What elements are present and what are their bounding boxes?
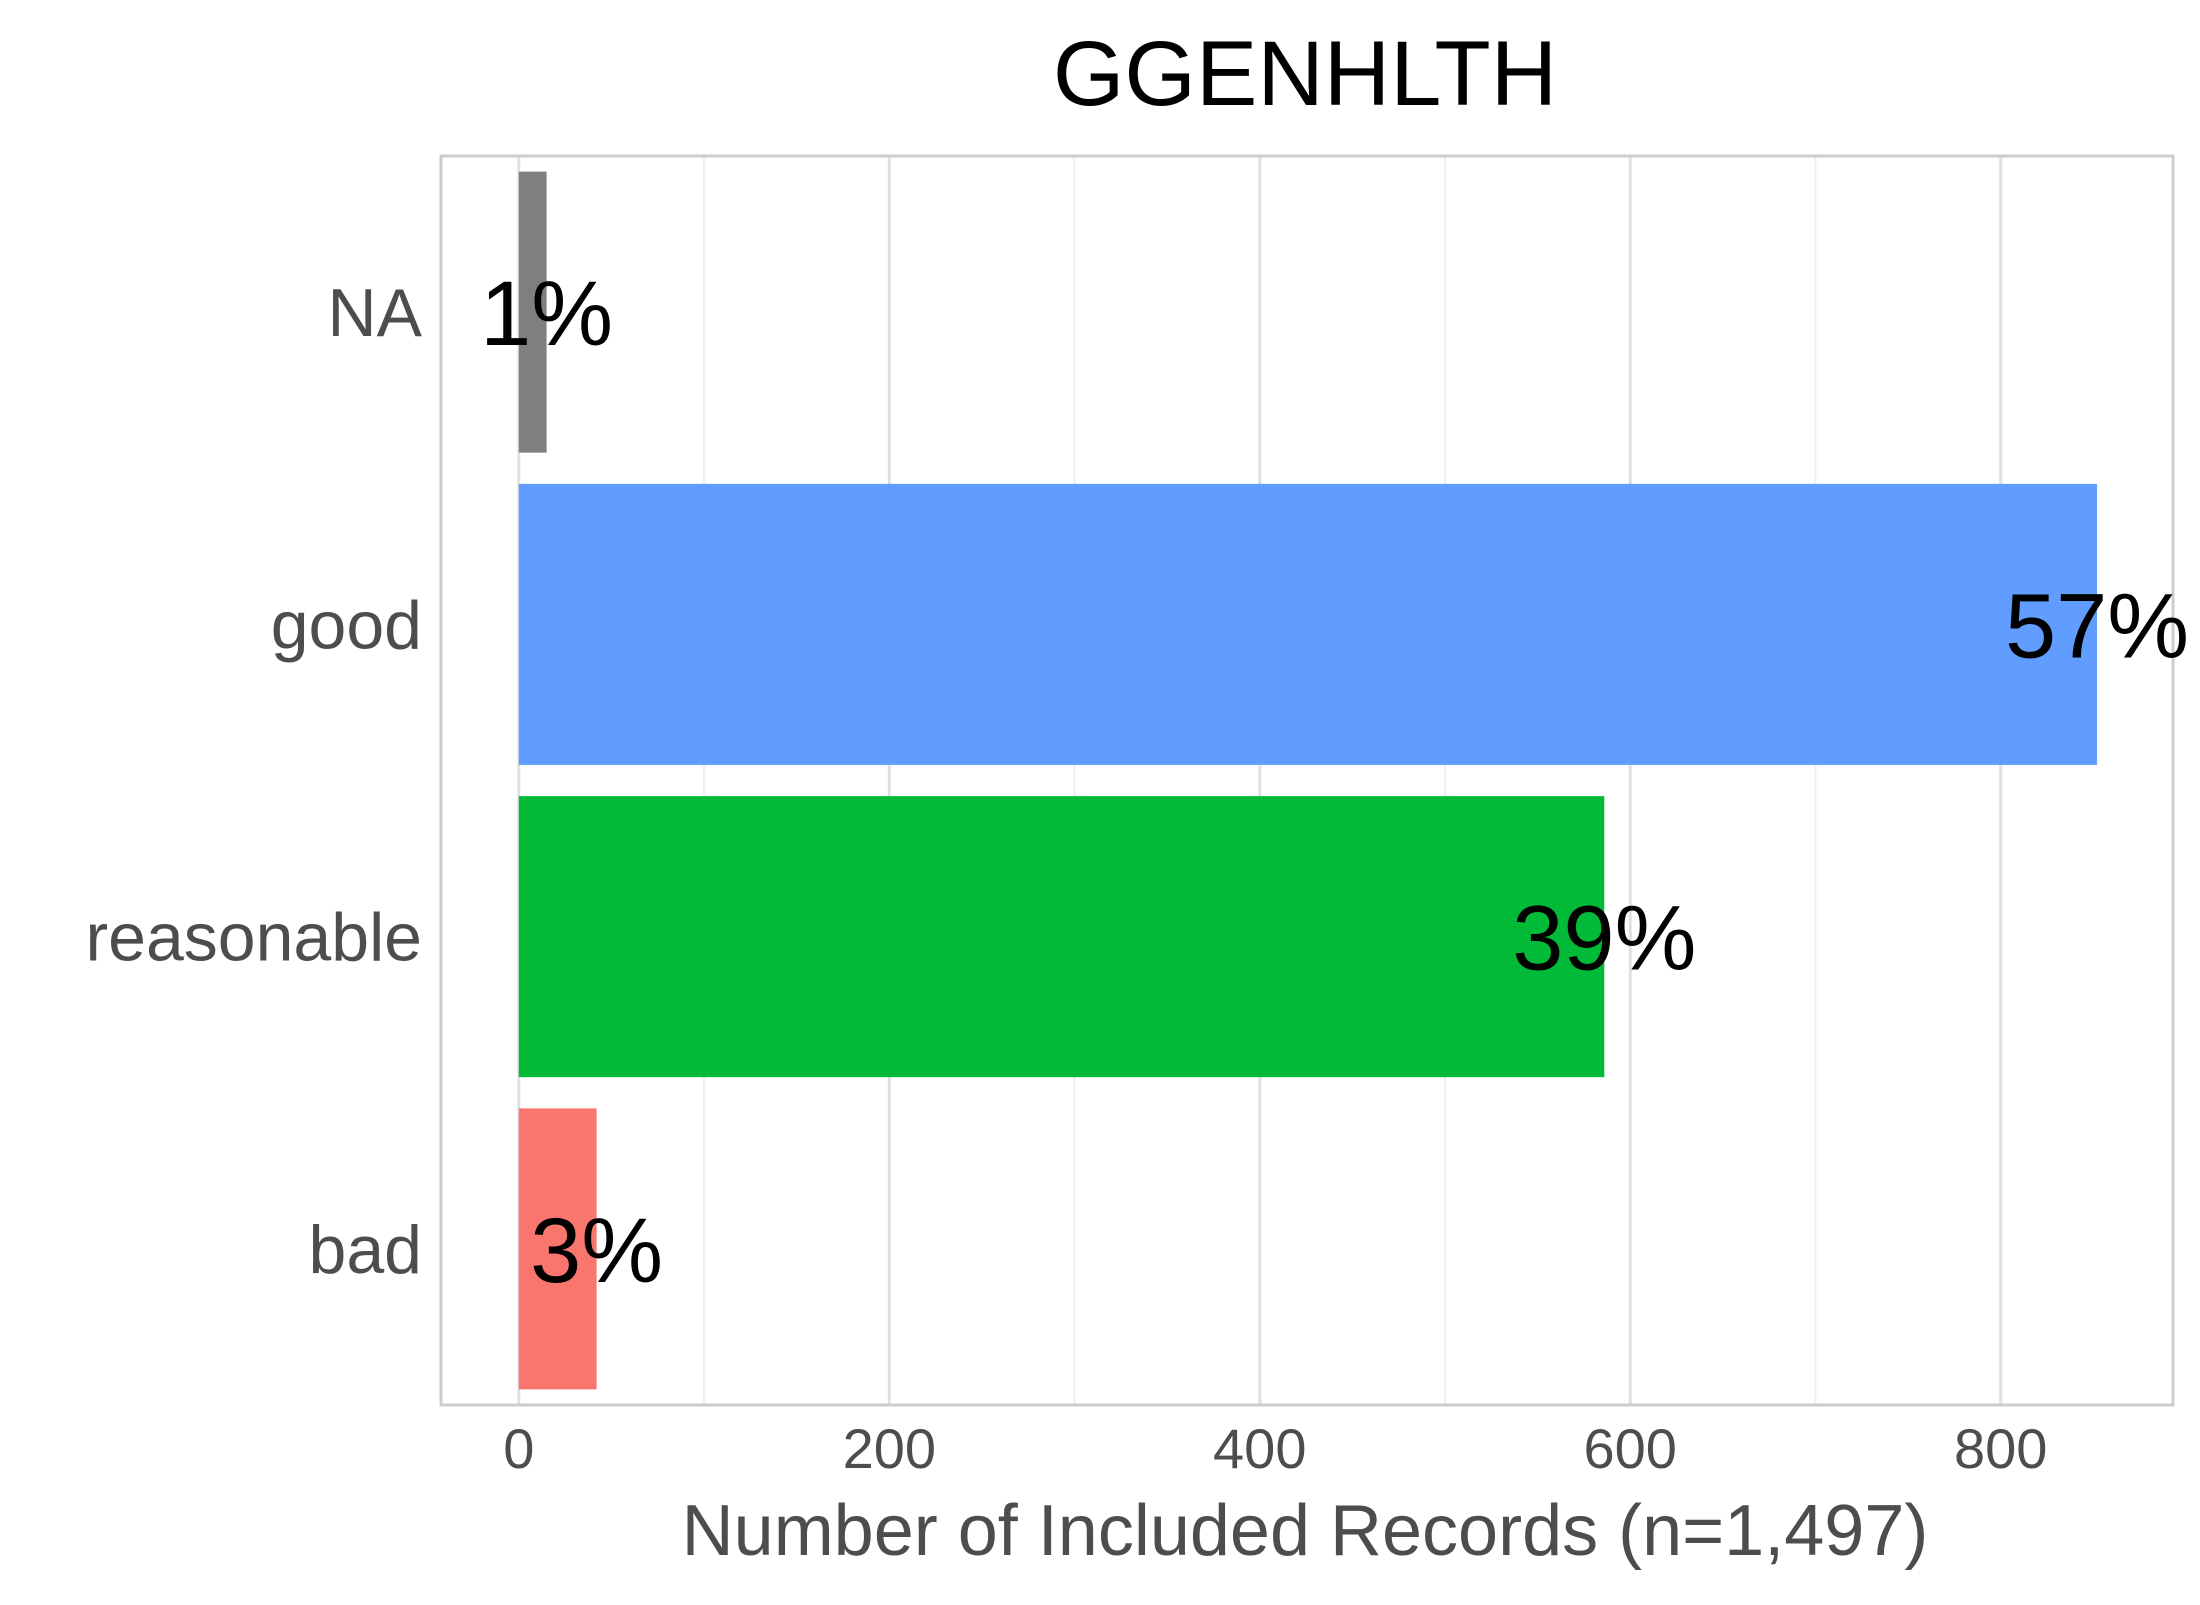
category-label-na: NA — [328, 275, 423, 351]
data-label-bad: 3% — [530, 1200, 663, 1302]
data-labels: 1% 57% 39% 3% — [480, 263, 2189, 1302]
chart-title: GGENHLTH — [1053, 23, 1557, 125]
bars — [518, 171, 2098, 1390]
plot-panel-border — [439, 154, 2175, 1407]
x-tick-label: 800 — [1954, 1417, 2047, 1480]
category-label-bad: bad — [309, 1212, 422, 1288]
x-tick-label: 0 — [503, 1417, 534, 1480]
category-label-good: good — [271, 587, 422, 663]
gridlines — [517, 156, 2003, 1405]
data-label-reasonable: 39% — [1512, 888, 1696, 990]
bar-na — [518, 171, 547, 453]
category-labels: NA good reasonable bad — [86, 275, 423, 1288]
bar-good — [518, 483, 2098, 765]
x-axis-title: Number of Included Records (n=1,497) — [682, 1491, 1929, 1571]
data-label-good: 57% — [2005, 575, 2189, 677]
category-label-reasonable: reasonable — [86, 900, 422, 976]
data-label-na: 1% — [480, 263, 613, 365]
bar-reasonable — [518, 796, 1605, 1078]
x-tick-label: 600 — [1584, 1417, 1677, 1480]
x-tick-label: 200 — [843, 1417, 936, 1480]
x-tick-labels: 0 200 400 600 800 — [503, 1417, 2047, 1480]
x-tick-label: 400 — [1213, 1417, 1306, 1480]
bar-bad — [518, 1108, 597, 1390]
